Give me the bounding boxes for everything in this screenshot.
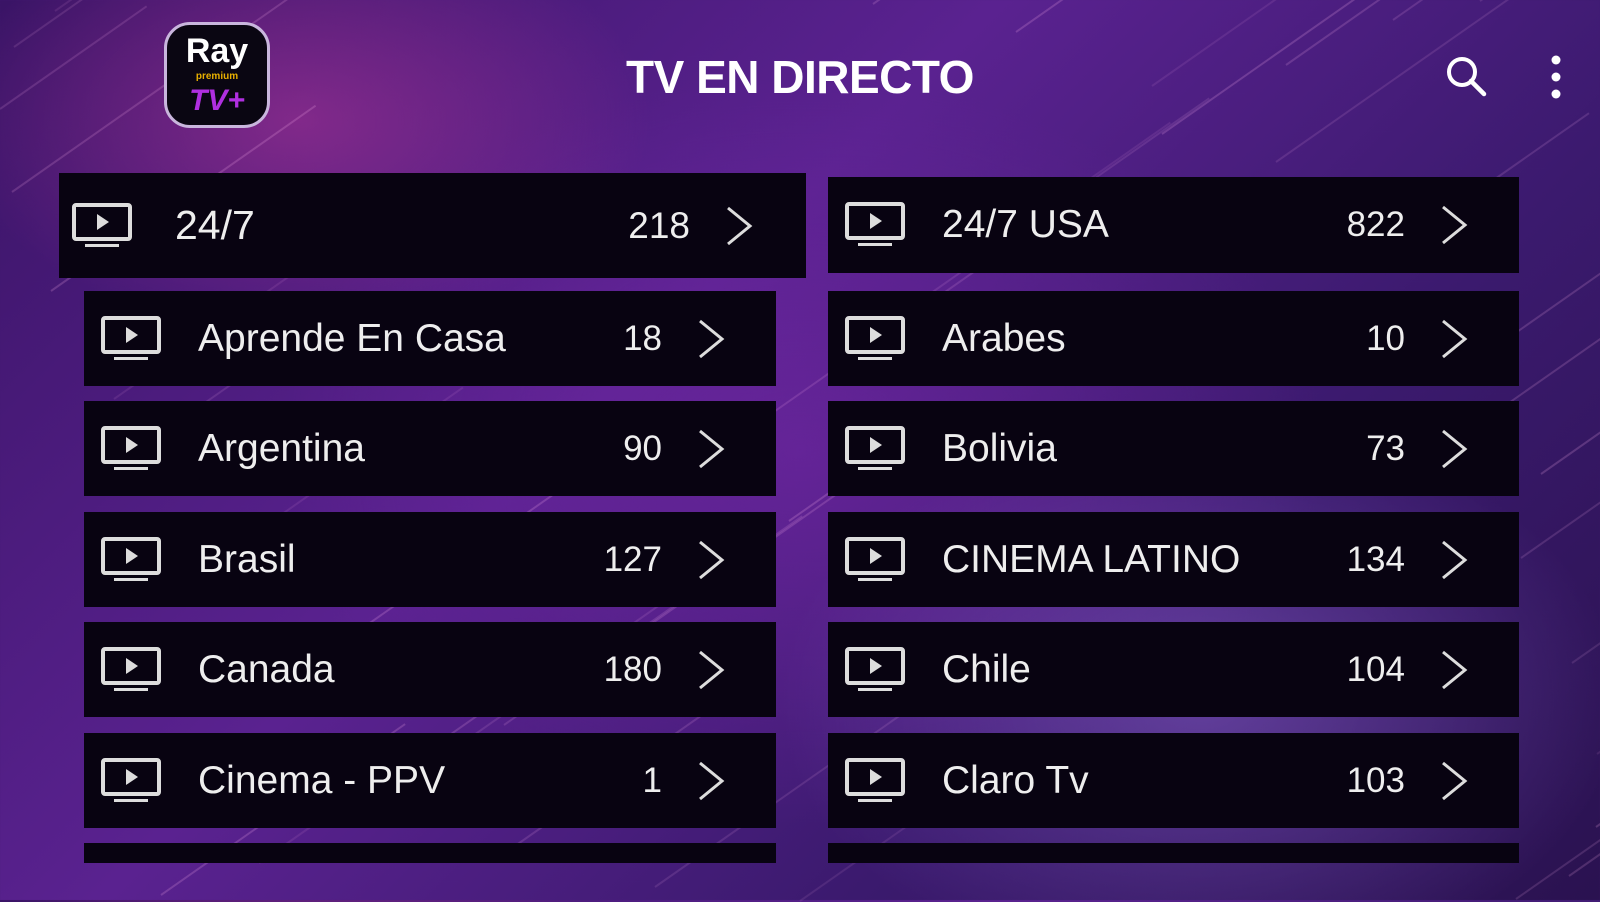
logo-tv: TV+ (189, 84, 245, 117)
channel-count: 90 (623, 428, 662, 468)
chevron-right-icon (1442, 650, 1468, 689)
streak (1515, 770, 1600, 901)
category-item[interactable]: Bolivia 73 (828, 401, 1519, 496)
category-name: Bolivia (942, 426, 1057, 470)
category-item[interactable]: 24/7 USA 822 (828, 177, 1519, 273)
streak (1571, 540, 1600, 664)
tv-play-icon (845, 757, 905, 802)
tv-play-icon (101, 425, 161, 470)
tv-play-icon (101, 646, 161, 691)
category-item[interactable]: Brasil 127 (84, 512, 776, 607)
channel-count: 73 (1366, 428, 1405, 468)
chevron-right-icon (1442, 429, 1468, 468)
channel-count: 134 (1346, 539, 1405, 579)
category-name: 24/7 (175, 202, 255, 248)
channel-count: 104 (1346, 649, 1405, 689)
category-name: Brasil (198, 537, 296, 581)
channel-count: 10 (1366, 318, 1405, 358)
category-name: Canada (198, 647, 335, 691)
streak (1392, 0, 1600, 21)
streak (1540, 247, 1600, 475)
chevron-right-icon (699, 650, 725, 689)
chevron-right-icon (699, 429, 725, 468)
channel-count: 218 (628, 204, 690, 246)
category-name: Argentina (198, 426, 365, 470)
category-name: 24/7 USA (942, 203, 1109, 246)
more-vertical-icon[interactable] (1544, 54, 1568, 100)
streak (1568, 619, 1600, 878)
channel-count: 127 (603, 539, 662, 579)
search-icon[interactable] (1444, 54, 1488, 98)
chevron-right-icon (1442, 761, 1468, 800)
channel-count: 18 (623, 318, 662, 358)
category-item-partial[interactable] (84, 843, 776, 863)
logo-premium: premium (195, 71, 239, 82)
category-item[interactable]: Canada 180 (84, 622, 776, 717)
category-item[interactable]: 24/7 218 (59, 173, 806, 278)
streak (54, 0, 330, 12)
category-item[interactable]: Claro Tv 103 (828, 733, 1519, 828)
streak (1479, 0, 1600, 3)
chevron-right-icon (1442, 205, 1468, 245)
channel-count: 180 (603, 649, 662, 689)
chevron-right-icon (699, 319, 725, 358)
category-name: Aprende En Casa (198, 316, 506, 360)
tv-play-icon (845, 425, 905, 470)
category-item-partial[interactable] (828, 843, 1519, 863)
streak (1596, 586, 1600, 755)
category-name: CINEMA LATINO (942, 537, 1241, 581)
chevron-right-icon (699, 540, 725, 579)
streak (1015, 0, 1167, 33)
category-item[interactable]: Chile 104 (828, 622, 1519, 717)
chevron-right-icon (727, 206, 753, 245)
category-item[interactable]: CINEMA LATINO 134 (828, 512, 1519, 607)
channel-count: 822 (1346, 205, 1405, 244)
category-name: Arabes (942, 316, 1066, 360)
channel-count: 1 (642, 760, 662, 800)
logo-ray: Ray (185, 32, 249, 70)
tv-play-icon (845, 315, 905, 360)
tv-play-icon (72, 202, 132, 247)
app-logo: Ray premium TV+ (164, 22, 270, 128)
tv-play-icon (101, 315, 161, 360)
tv-play-icon (845, 202, 905, 246)
category-item[interactable]: Arabes 10 (828, 291, 1519, 386)
tv-play-icon (845, 646, 905, 691)
category-item[interactable]: Aprende En Casa 18 (84, 291, 776, 386)
chevron-right-icon (1442, 319, 1468, 358)
chevron-right-icon (699, 761, 725, 800)
category-item[interactable]: Cinema - PPV 1 (84, 733, 776, 828)
chevron-right-icon (1442, 540, 1468, 579)
category-name: Claro Tv (942, 758, 1089, 802)
channel-count: 103 (1346, 760, 1405, 800)
tv-play-icon (101, 757, 161, 802)
page-title: TV EN DIRECTO (626, 51, 974, 103)
tv-play-icon (101, 536, 161, 581)
category-item[interactable]: Argentina 90 (84, 401, 776, 496)
category-name: Cinema - PPV (198, 758, 446, 802)
category-name: Chile (942, 647, 1031, 691)
tv-play-icon (845, 536, 905, 581)
